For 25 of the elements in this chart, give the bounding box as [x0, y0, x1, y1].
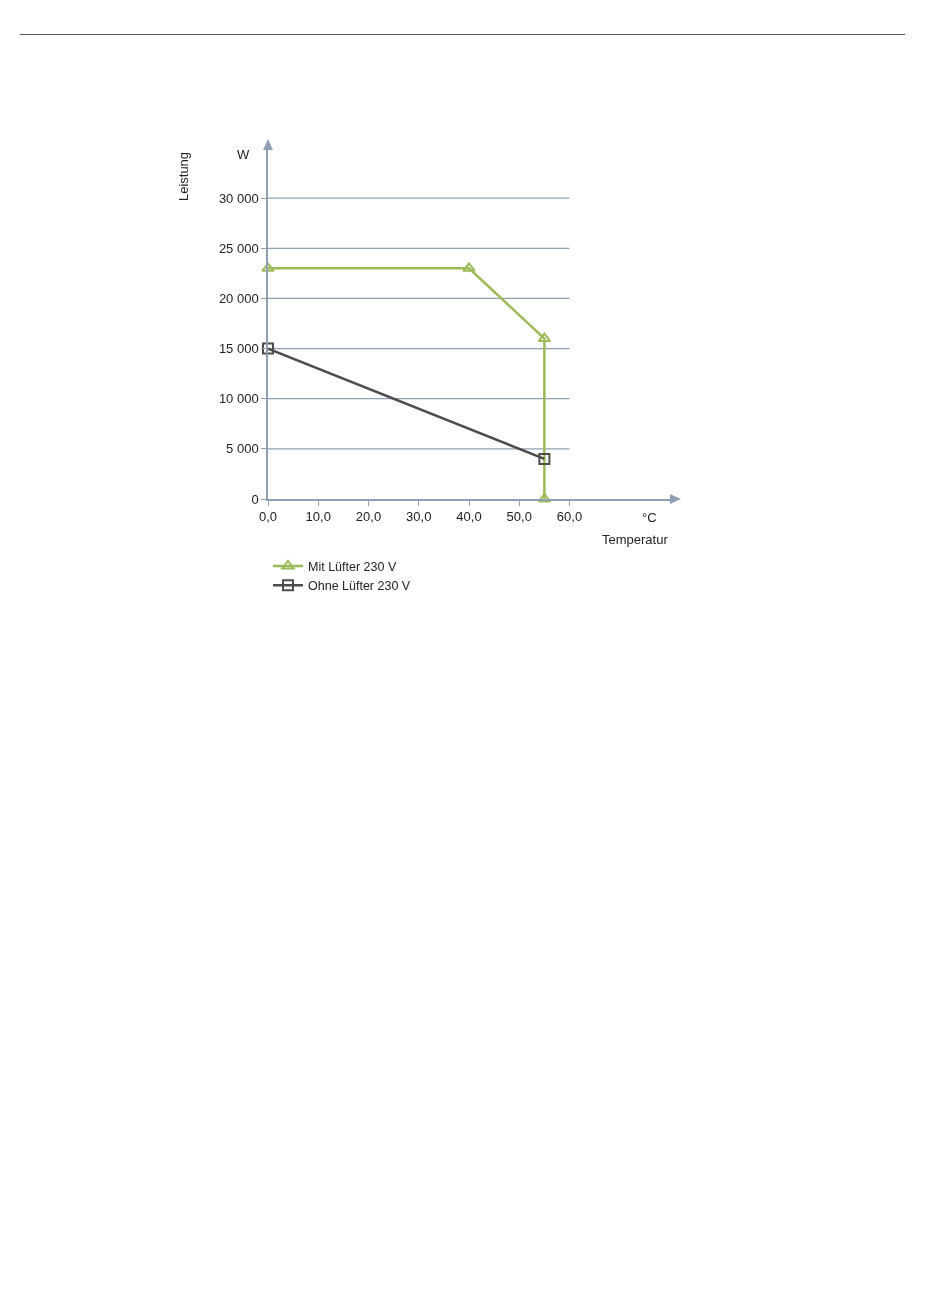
point [261, 262, 275, 272]
y-tick-label: 5 000 [226, 441, 259, 457]
point [537, 332, 552, 343]
y-tick-label: 10 000 [218, 391, 259, 407]
x-tick-label: 40,0 [456, 509, 482, 525]
x-tick-label: 60,0 [556, 509, 583, 525]
point [262, 342, 274, 355]
x-tick-label: 0,0 [258, 509, 278, 525]
text: W [237, 147, 250, 162]
y-tick-label: 30 000 [218, 190, 259, 206]
point [538, 452, 551, 465]
y-tick-label: 0 [251, 491, 259, 507]
legend-label: Mit Lüfter 230 V [308, 559, 397, 574]
x-tick-label: 30,0 [406, 509, 432, 525]
x-axis-title: Temperatur [602, 532, 669, 547]
y-tick-label: 25 000 [218, 240, 259, 256]
point [462, 262, 476, 272]
x-tick-label: 10,0 [305, 509, 331, 525]
y-axis-title: Leistung [176, 151, 192, 202]
x-tick-label: 20,0 [355, 509, 382, 525]
x-tick-label: 50,0 [506, 509, 532, 525]
legend-label: Ohne Lüfter 230 V [308, 579, 411, 594]
text: °C [642, 510, 657, 525]
y-tick-label: 20 000 [218, 290, 259, 306]
y-tick-label: 15 000 [218, 341, 259, 357]
